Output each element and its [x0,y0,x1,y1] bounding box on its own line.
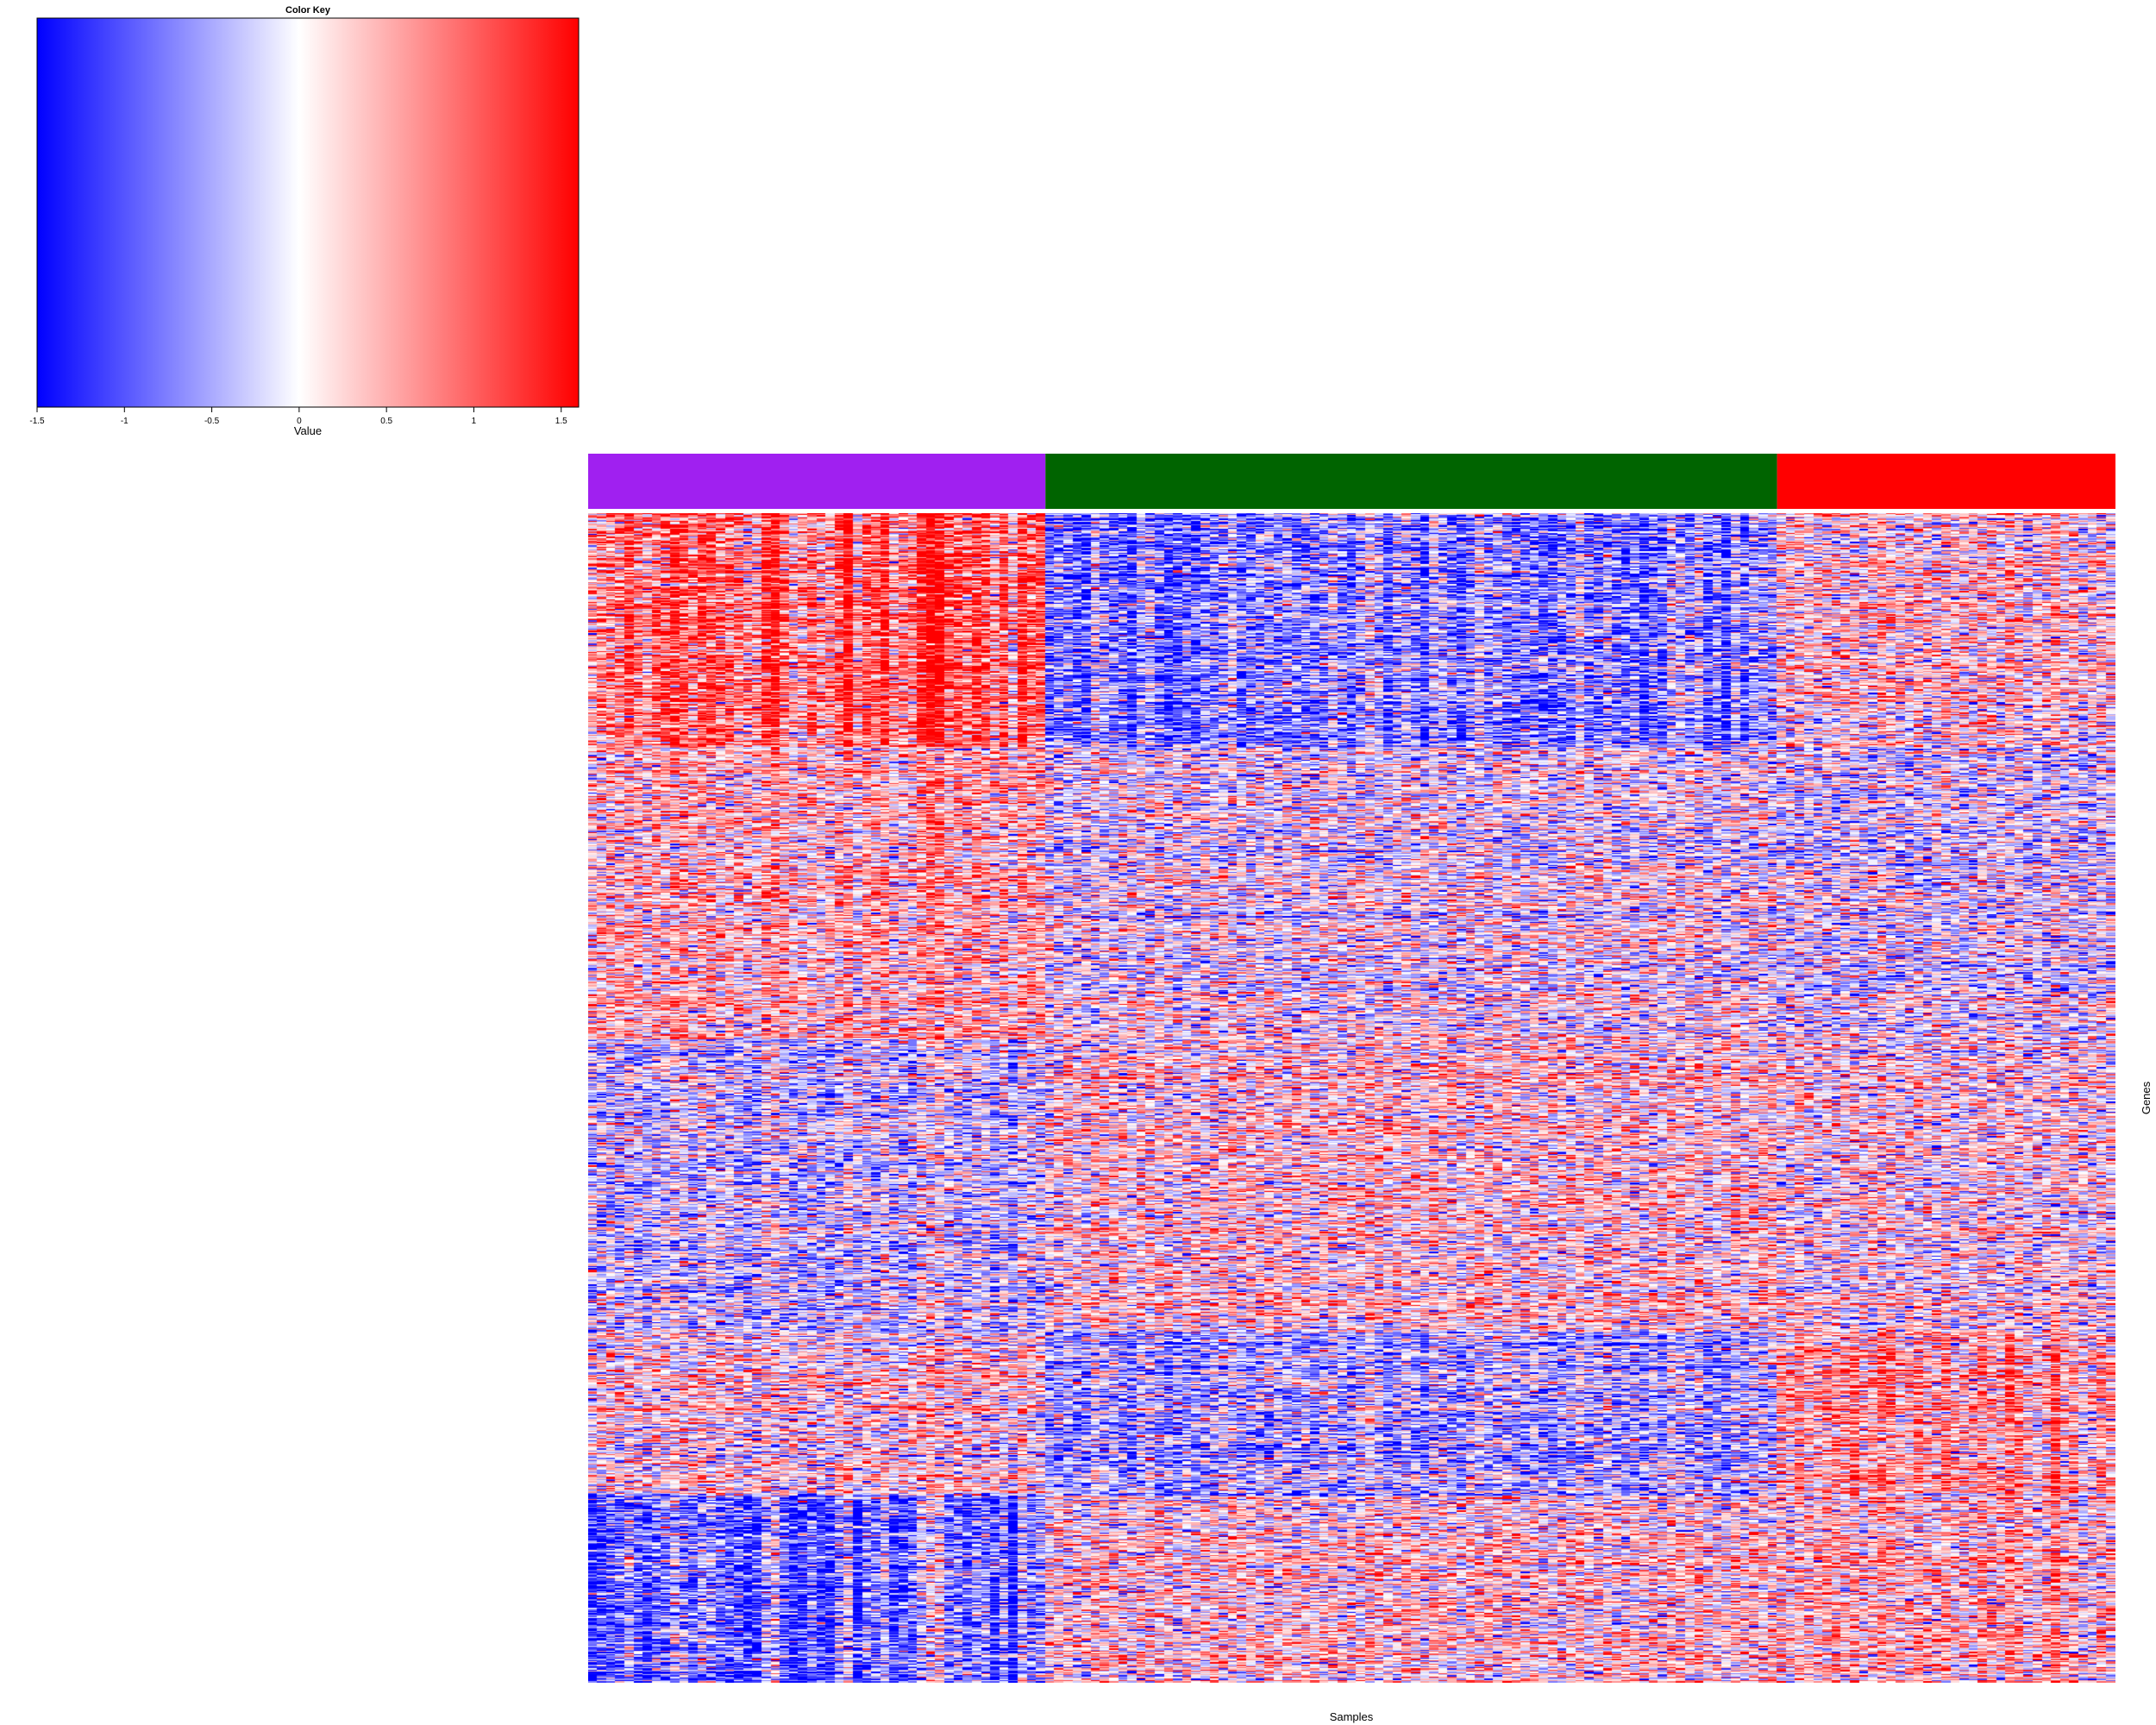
sample-group-2 [1045,454,1777,509]
color-key-tick-label: 1 [472,417,477,426]
color-key: Color Key -1.5 -1 -0.5 0 0.5 1 1.5 Value [29,5,580,437]
sample-group-bar [588,454,2115,509]
sample-group-3 [1777,454,2115,509]
color-key-title: Color Key [285,5,331,16]
x-axis-label: Samples [1330,1710,1374,1723]
heatmap-cells-container [588,513,2115,1683]
color-key-tick-label: -1.5 [29,417,45,426]
color-key-tick-label: -1 [121,417,128,426]
color-key-tick-label: 1.5 [555,417,567,426]
color-key-tick-label: -0.5 [204,417,220,426]
color-key-tick-label: 0 [297,417,302,426]
sample-group-1 [588,454,1046,509]
color-key-xlabel: Value [294,424,322,437]
y-axis-label: Genes [2140,1081,2153,1114]
heatmap-body [588,513,2115,1683]
heatmap-cells [588,513,2115,1683]
color-key-gradient [36,17,580,408]
color-key-ticks: -1.5 -1 -0.5 0 0.5 1 1.5 [29,407,567,426]
color-key-tick-label: 0.5 [380,417,392,426]
